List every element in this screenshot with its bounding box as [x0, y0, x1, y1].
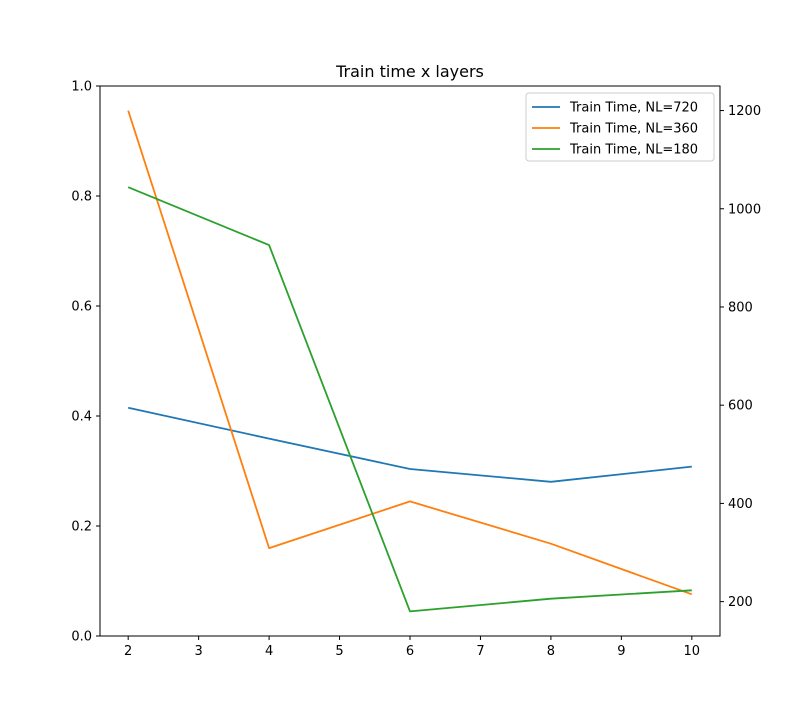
left-y-axis: 0.0 0.2 0.4 0.6 0.8 1.0 [71, 80, 100, 645]
x-tick-label: 6 [406, 644, 414, 659]
legend: Train Time, NL=720 Train Time, NL=360 Trai… [525, 92, 715, 162]
series-layer [127, 110, 693, 613]
legend-label: Train Time, NL=180 [569, 143, 698, 158]
x-axis: 2 3 4 5 6 7 8 9 10 [124, 636, 700, 659]
x-tick-label: 8 [547, 644, 555, 659]
series-line-nl-720 [128, 406, 692, 483]
right-y-axis: 200 400 600 800 1000 1200 [720, 104, 761, 610]
left-y-tick-label: 0.0 [71, 630, 92, 645]
legend-label: Train Time, NL=720 [569, 101, 698, 116]
x-tick-label: 7 [476, 644, 484, 659]
series-line-nl-180 [127, 186, 692, 613]
right-y-tick-label: 400 [728, 497, 753, 512]
x-tick-label: 2 [124, 644, 132, 659]
chart-title: Train time x layers [335, 62, 484, 81]
series-line-nl-360 [127, 110, 693, 596]
x-tick-label: 4 [265, 644, 273, 659]
right-y-tick-label: 200 [728, 595, 753, 610]
legend-label: Train Time, NL=360 [569, 122, 698, 137]
x-tick-label: 9 [617, 644, 625, 659]
x-tick-label: 3 [194, 644, 202, 659]
right-y-tick-label: 600 [728, 399, 753, 414]
left-y-tick-label: 0.6 [71, 300, 92, 315]
legend-box [525, 92, 715, 162]
x-tick-label: 10 [684, 644, 701, 659]
right-y-tick-label: 1000 [728, 202, 761, 217]
right-y-tick-label: 800 [728, 300, 753, 315]
left-y-tick-label: 0.2 [71, 520, 92, 535]
x-tick-label: 5 [335, 644, 343, 659]
left-y-tick-label: 0.4 [71, 410, 92, 425]
left-y-tick-label: 0.8 [71, 190, 92, 205]
right-y-tick-label: 1200 [728, 104, 761, 119]
left-y-tick-label: 1.0 [71, 80, 92, 95]
